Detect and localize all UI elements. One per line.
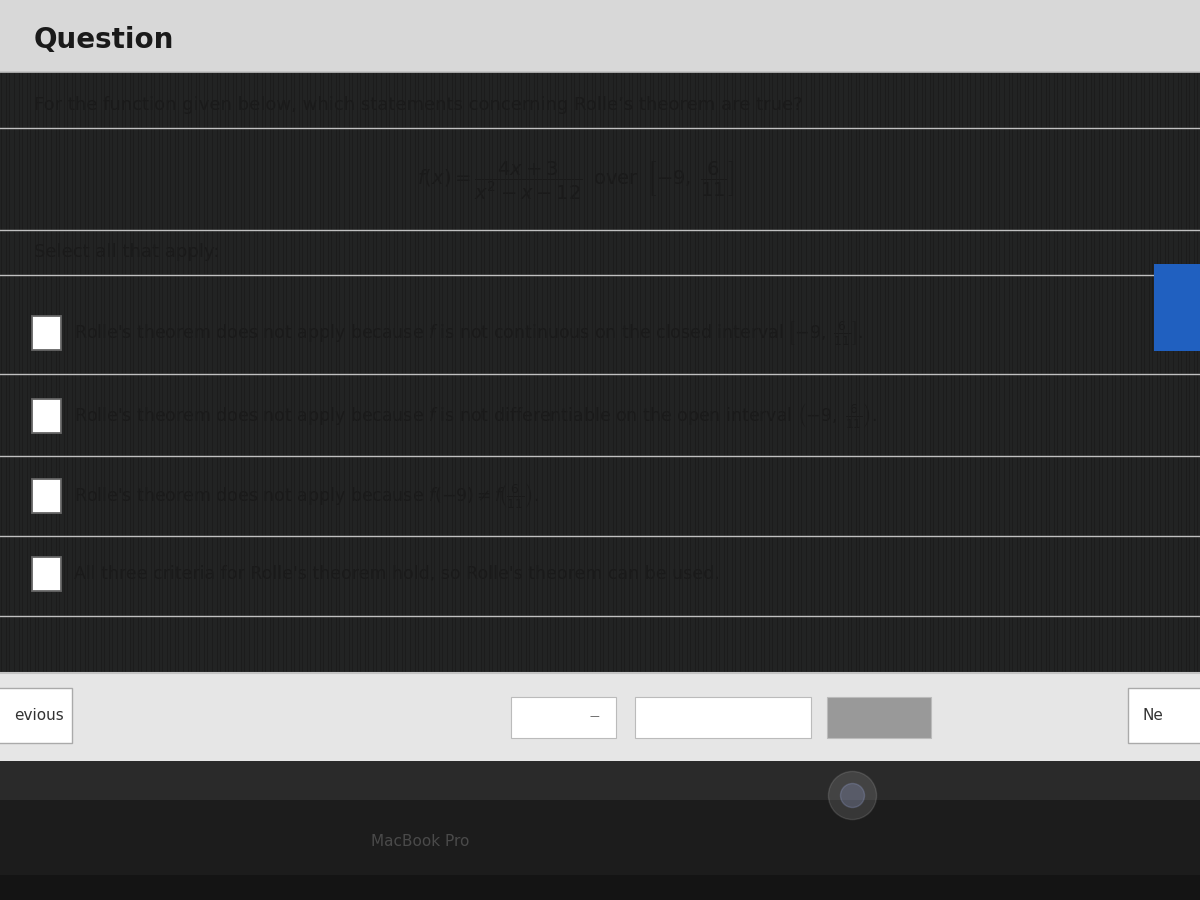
Text: All three criteria for Rolle's theorem hold, so Rolle's theorem can be used.: All three criteria for Rolle's theorem h…	[74, 565, 720, 583]
FancyBboxPatch shape	[0, 673, 1200, 760]
FancyBboxPatch shape	[1154, 264, 1200, 351]
FancyBboxPatch shape	[32, 479, 61, 513]
FancyBboxPatch shape	[0, 0, 1200, 72]
Point	[842, 788, 862, 803]
FancyBboxPatch shape	[511, 698, 616, 738]
Text: Question: Question	[34, 25, 174, 53]
FancyBboxPatch shape	[635, 698, 811, 738]
Text: $f(x) = \dfrac{4x + 3}{x^2 - x - 12}$$\;\;\mathrm{over}\;\;$$\left[-9,\;\dfrac{6: $f(x) = \dfrac{4x + 3}{x^2 - x - 12}$$\;…	[418, 159, 734, 202]
FancyBboxPatch shape	[0, 688, 72, 743]
Text: Rolle's theorem does not apply because $f$ is not differentiable on the open int: Rolle's theorem does not apply because $…	[74, 401, 877, 430]
Text: Ne: Ne	[1142, 708, 1163, 723]
Text: —: —	[589, 711, 599, 721]
Text: Select all that apply:: Select all that apply:	[34, 244, 220, 262]
FancyBboxPatch shape	[32, 400, 61, 433]
FancyBboxPatch shape	[32, 557, 61, 591]
Text: For the function given below, which statements concerning Rolle’s theorem are tr: For the function given below, which stat…	[34, 96, 803, 114]
Point	[842, 788, 862, 803]
Text: Rolle's theorem does not apply because $f(-9) \neq f\!\left(\frac{6}{11}\right)$: Rolle's theorem does not apply because $…	[74, 482, 539, 510]
Text: MacBook Pro: MacBook Pro	[371, 834, 469, 849]
Text: Rolle's theorem does not apply because $f$ is not continuous on the closed inter: Rolle's theorem does not apply because $…	[74, 320, 863, 347]
FancyBboxPatch shape	[827, 698, 931, 738]
FancyBboxPatch shape	[0, 760, 1200, 799]
FancyBboxPatch shape	[32, 317, 61, 350]
Text: evious: evious	[14, 708, 64, 723]
FancyBboxPatch shape	[1128, 688, 1200, 743]
FancyBboxPatch shape	[0, 875, 1200, 900]
